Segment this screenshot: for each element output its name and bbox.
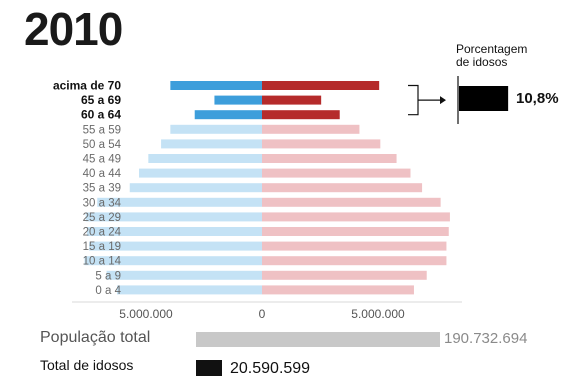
bar-left-13 (106, 270, 262, 280)
bars-left-group (84, 81, 263, 295)
bar-right-10 (262, 227, 449, 236)
bar-right-11 (262, 241, 447, 251)
elderly-total-label: Total de idosos (40, 357, 134, 373)
elderly-share-title-line1: Porcentagem (456, 42, 528, 56)
bar-left-10 (86, 227, 262, 236)
bar-left-11 (89, 241, 262, 251)
age-label-11: 15 a 19 (83, 241, 121, 253)
bar-left-6 (139, 168, 262, 178)
bar-right-4 (262, 139, 381, 149)
elderly-bracket (408, 84, 446, 116)
age-label-14: 0 a 4 (95, 285, 121, 297)
age-label-10: 20 a 24 (83, 227, 122, 239)
elderly-share-bar (459, 86, 509, 111)
age-label-13: 5 a 9 (95, 270, 121, 282)
population-total-label: População total (40, 329, 151, 346)
x-tick-label-2: 5.000.000 (351, 307, 405, 320)
age-label-1: 65 a 69 (81, 93, 121, 107)
bar-left-7 (129, 183, 262, 193)
bar-right-0 (262, 81, 380, 90)
bar-left-1 (214, 95, 262, 105)
bars-right-group (262, 81, 450, 295)
age-label-8: 30 a 34 (83, 197, 122, 209)
age-label-7: 35 a 39 (83, 183, 121, 195)
chart-title: 2010 (24, 3, 123, 55)
bar-right-13 (262, 270, 427, 280)
bar-right-5 (262, 154, 397, 163)
bar-right-6 (262, 168, 411, 178)
bar-left-9 (85, 212, 263, 222)
bar-left-0 (170, 81, 262, 90)
x-tick-label-0: 5.000.000 (119, 307, 173, 320)
bracket-line (408, 84, 419, 116)
bar-left-12 (84, 256, 263, 266)
age-label-4: 50 a 54 (83, 139, 122, 151)
age-label-12: 10 a 14 (83, 256, 122, 268)
population-total-value: 190.732.694 (444, 330, 528, 347)
age-label-2: 60 a 64 (81, 108, 121, 122)
bracket-arrow (440, 96, 446, 105)
elderly-share-title-line2: de idosos (456, 55, 508, 69)
bar-right-2 (262, 110, 340, 120)
bar-right-14 (262, 285, 414, 295)
bar-right-9 (262, 212, 450, 222)
bar-left-3 (170, 124, 262, 134)
bar-left-4 (161, 139, 262, 149)
bar-left-2 (194, 110, 262, 120)
bar-right-8 (262, 197, 441, 207)
age-label-0: acima de 70 (53, 79, 121, 93)
bar-left-14 (117, 285, 262, 295)
age-label-5: 45 a 49 (83, 154, 121, 166)
bar-left-8 (97, 197, 262, 207)
bar-right-7 (262, 183, 423, 193)
elderly-share-value: 10,8% (516, 90, 559, 107)
age-label-6: 40 a 44 (83, 168, 122, 180)
bar-left-5 (148, 154, 262, 163)
bar-right-3 (262, 124, 360, 134)
age-label-3: 55 a 59 (83, 124, 121, 136)
elderly-total-bar (196, 360, 222, 376)
bar-right-12 (262, 256, 447, 266)
elderly-share-title: Porcentagem de idosos (456, 43, 527, 69)
x-ticks-group: 5.000.000 0 5.000.000 (119, 307, 405, 320)
population-total-bar (196, 332, 440, 347)
age-label-9: 25 a 29 (83, 212, 121, 224)
elderly-total-value: 20.590.599 (230, 360, 311, 377)
bar-right-1 (262, 95, 322, 105)
x-tick-label-1: 0 (259, 307, 266, 320)
